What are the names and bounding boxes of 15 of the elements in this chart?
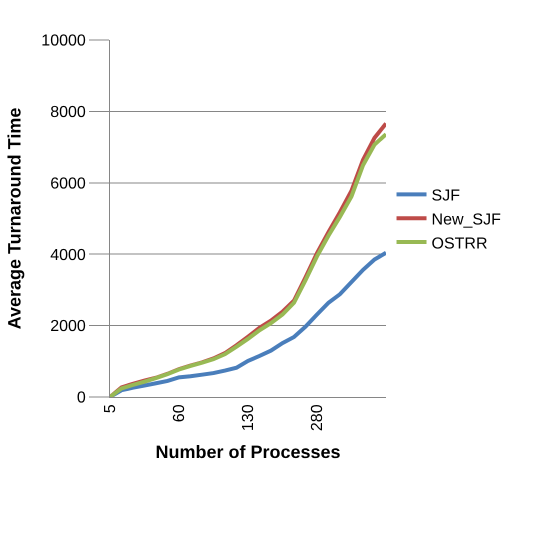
- y-tick-label: 0: [76, 390, 86, 407]
- legend-label: OSTRR: [432, 235, 488, 252]
- x-tick-label: 280: [309, 404, 326, 432]
- y-tick-label: 2000: [50, 318, 86, 336]
- legend-label: SJF: [432, 188, 460, 205]
- y-axis-title: Average Turnaround Time: [4, 108, 24, 330]
- y-tick-label: 8000: [50, 104, 86, 121]
- y-tick-label: 4000: [50, 246, 86, 264]
- y-tick-label: 10000: [41, 32, 86, 50]
- y-tick-label: 6000: [50, 175, 86, 192]
- x-tick-label: 130: [240, 404, 258, 432]
- x-tick-label: 60: [171, 404, 188, 422]
- x-axis-title: Number of Processes: [155, 442, 341, 462]
- legend-label: New_SJF: [432, 211, 502, 228]
- x-tick-label: 5: [102, 404, 120, 414]
